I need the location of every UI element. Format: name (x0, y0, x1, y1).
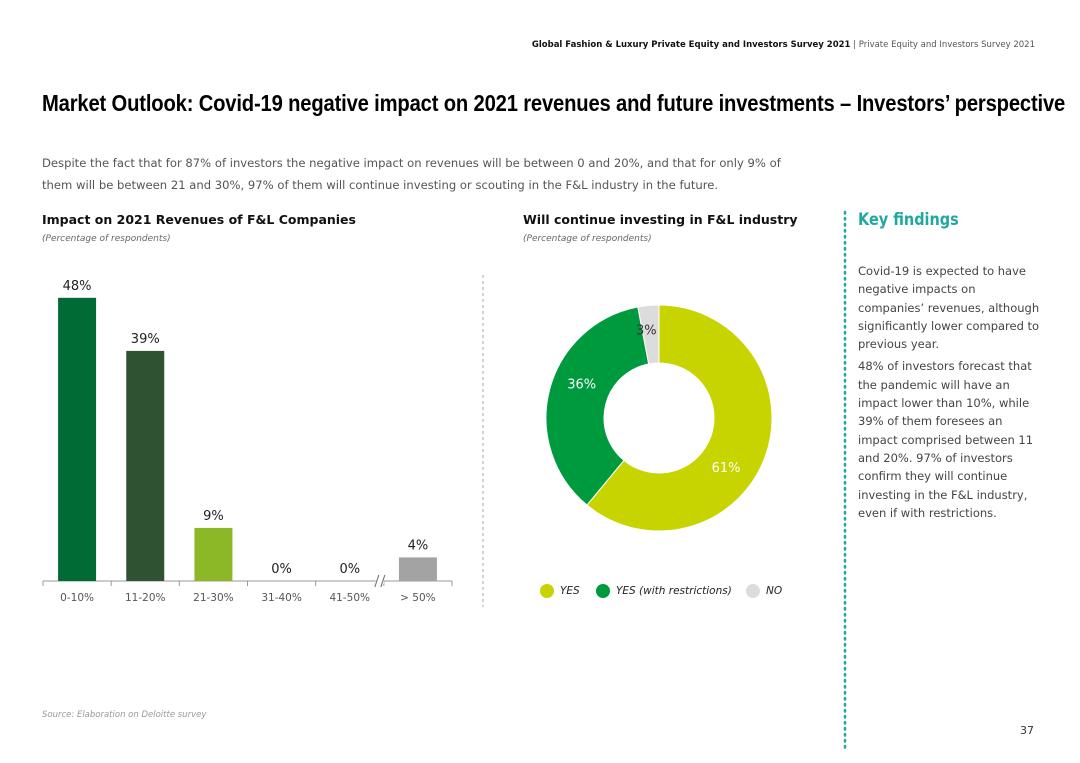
paragraph: 48% of investors forecast that the pande… (858, 359, 1034, 520)
intro: Despite the fact that for 87% of investo… (42, 156, 781, 192)
value-label: 3% (636, 323, 657, 338)
value-label: 4% (408, 538, 429, 553)
page-title: Market Outlook: Covid-19 negative impact… (42, 90, 1066, 116)
donut-segment (545, 306, 650, 506)
x-tick-label: 21-30% (193, 592, 234, 604)
value-label: 0% (339, 562, 360, 577)
header: Global Fashion & Luxury Private Equity a… (532, 40, 1035, 50)
x-tick-label: 41-50% (330, 592, 371, 604)
source: Source: Elaboration on Deloitte survey (42, 710, 207, 720)
legend-label: YES (560, 585, 580, 597)
donut-segment (637, 304, 660, 365)
header-section: Private Equity and Investors Survey 2021 (858, 40, 1035, 50)
page-number: 37 (1020, 724, 1034, 737)
x-tick-label: 0-10% (60, 592, 94, 604)
chart-title: Impact on 2021 Revenues of F&L Companies (42, 212, 356, 227)
x-tick-label: 11-20% (125, 592, 166, 604)
x-tick-label: > 50% (400, 592, 435, 604)
bar (398, 557, 437, 581)
legend-swatch (540, 584, 554, 598)
header-separator: | (853, 40, 857, 50)
value-label: 61% (712, 461, 741, 476)
header-report: Global Fashion & Luxury Private Equity a… (531, 40, 851, 50)
axis-break (374, 574, 380, 588)
value-label: 36% (567, 378, 596, 393)
axis-break (380, 574, 386, 588)
paragraph: Covid-19 is expected to have negative im… (858, 264, 1040, 352)
donut-segment (586, 304, 773, 532)
legend-label: NO (766, 585, 782, 597)
legend-swatch (596, 584, 610, 598)
bar (58, 297, 97, 581)
value-label: 0% (271, 562, 292, 577)
bar (194, 527, 233, 581)
x-tick-label: 31-40% (261, 592, 302, 604)
chart-title: Will continue investing in F&L industry (523, 212, 798, 227)
value-label: 39% (131, 332, 160, 347)
axis-break-gap (375, 578, 384, 584)
chart-subtitle: (Percentage of respondents) (42, 234, 171, 244)
bar (126, 350, 165, 581)
legend-label: YES (with restrictions) (616, 585, 732, 597)
key-findings-title: Key findings (858, 210, 959, 230)
value-label: 48% (63, 279, 92, 294)
chart-subtitle: (Percentage of respondents) (523, 234, 652, 244)
legend-swatch (746, 584, 760, 598)
value-label: 9% (203, 509, 224, 524)
key-findings: Covid-19 is expected to have negative im… (858, 262, 1044, 526)
